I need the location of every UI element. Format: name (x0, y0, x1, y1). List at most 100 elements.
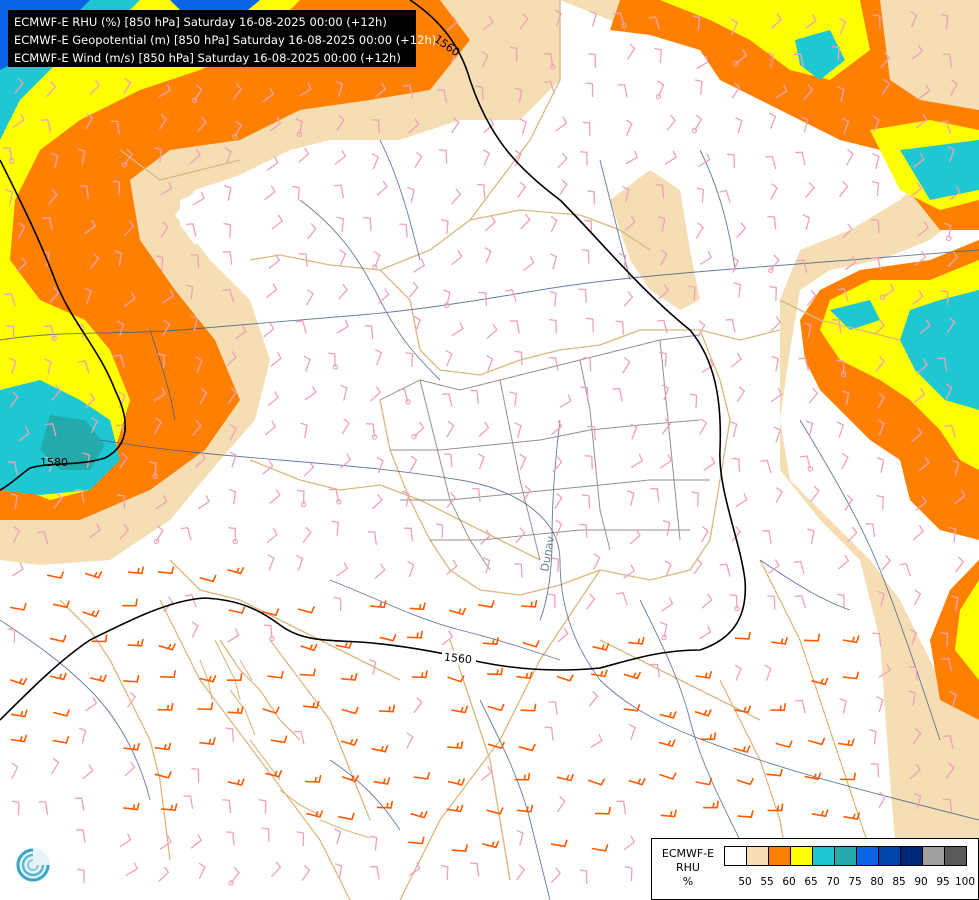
wind-barb (299, 668, 316, 677)
wind-barb (630, 423, 638, 440)
wind-barb (123, 77, 132, 95)
wind-barb (470, 389, 479, 404)
wind-barb (554, 492, 563, 510)
wind-barb (735, 493, 748, 508)
wind-barb (518, 743, 536, 752)
wind-barb (447, 675, 465, 683)
wind-barb (515, 527, 526, 544)
wind-barb (408, 118, 420, 134)
wind-barb (448, 778, 466, 786)
wind-barb (446, 559, 458, 575)
wind-barb (82, 764, 94, 780)
wind-barb (447, 741, 464, 749)
wind-barb (341, 673, 358, 681)
wind-barb (693, 114, 703, 131)
ecmwf-logo-icon (16, 848, 50, 882)
wind-barb (184, 594, 197, 608)
wind-barb (505, 289, 517, 303)
wind-barb (45, 422, 57, 437)
wind-barb (333, 596, 342, 612)
wind-barb (38, 801, 49, 815)
wind-barb (837, 288, 849, 302)
wind-barb (769, 285, 777, 301)
wind-barb (775, 487, 783, 504)
wind-barb (373, 250, 381, 268)
wind-barb (734, 664, 742, 682)
calm-wind-marker (371, 434, 378, 440)
wind-barb (157, 566, 175, 575)
wind-barb (579, 869, 588, 885)
wind-barb (516, 671, 533, 680)
wind-barb (912, 290, 924, 306)
wind-barb (765, 155, 777, 170)
admin-borders (379, 334, 710, 571)
wind-barb (411, 670, 428, 679)
wind-barb (559, 394, 572, 409)
wind-barb (878, 791, 886, 809)
calm-wind-marker (621, 22, 627, 29)
wind-barb (112, 180, 121, 196)
wind-barb (338, 283, 349, 300)
wind-barb (483, 118, 495, 134)
wind-barb (270, 735, 288, 744)
wind-barb (305, 774, 322, 783)
legend-tick-label: 75 (848, 876, 862, 888)
wind-barb (623, 835, 636, 851)
wind-barb (296, 831, 305, 847)
wind-barb (341, 774, 360, 783)
wind-barb (375, 348, 383, 366)
wind-barb (839, 697, 847, 714)
wind-barb (550, 420, 563, 436)
wind-barb (303, 355, 311, 372)
wind-barb (292, 185, 300, 201)
wind-barb (692, 15, 701, 31)
wind-barb (650, 488, 660, 502)
wind-barb (872, 14, 881, 30)
wind-barb (159, 835, 172, 850)
wind-barb (703, 456, 716, 471)
wind-barb (378, 288, 390, 304)
wind-barb (89, 79, 101, 95)
calm-wind-marker (332, 364, 339, 370)
wind-barb (11, 800, 20, 816)
wind-barb (516, 804, 534, 813)
wind-barb (615, 320, 625, 335)
wind-barb (840, 772, 856, 781)
wind-barb (265, 769, 283, 778)
wind-barb (486, 807, 504, 815)
wind-barb (51, 757, 60, 775)
wind-barb (153, 387, 166, 402)
calm-wind-marker (269, 635, 275, 642)
wind-barb (770, 254, 780, 271)
wind-barb (46, 81, 57, 98)
wind-barb (628, 777, 646, 786)
wind-barb (764, 664, 772, 681)
wind-barb (951, 595, 959, 612)
wind-barb (49, 672, 67, 681)
wind-barb (9, 357, 17, 374)
wind-barb (399, 223, 408, 238)
wind-barb (335, 641, 353, 649)
wind-barb (767, 595, 776, 610)
wind-barb (841, 390, 850, 407)
wind-barb (940, 290, 949, 305)
wind-barb (124, 292, 136, 307)
wind-barb (700, 732, 717, 741)
wind-barb (917, 221, 930, 237)
wind-barb (623, 671, 642, 680)
wind-barb (805, 420, 814, 437)
wind-barb (873, 319, 885, 335)
wind-barb (37, 530, 49, 545)
wind-barb (804, 633, 821, 642)
wind-barb (520, 703, 537, 712)
wind-barb (40, 119, 52, 133)
wind-barb (303, 700, 320, 709)
wind-barb (293, 730, 305, 745)
wind-barb (876, 494, 884, 510)
wind-barb (51, 152, 59, 169)
wind-barb (371, 153, 380, 170)
wind-barb (548, 318, 557, 334)
wind-barb (654, 47, 662, 63)
calm-wind-marker (840, 371, 847, 378)
wind-barb (53, 600, 71, 609)
